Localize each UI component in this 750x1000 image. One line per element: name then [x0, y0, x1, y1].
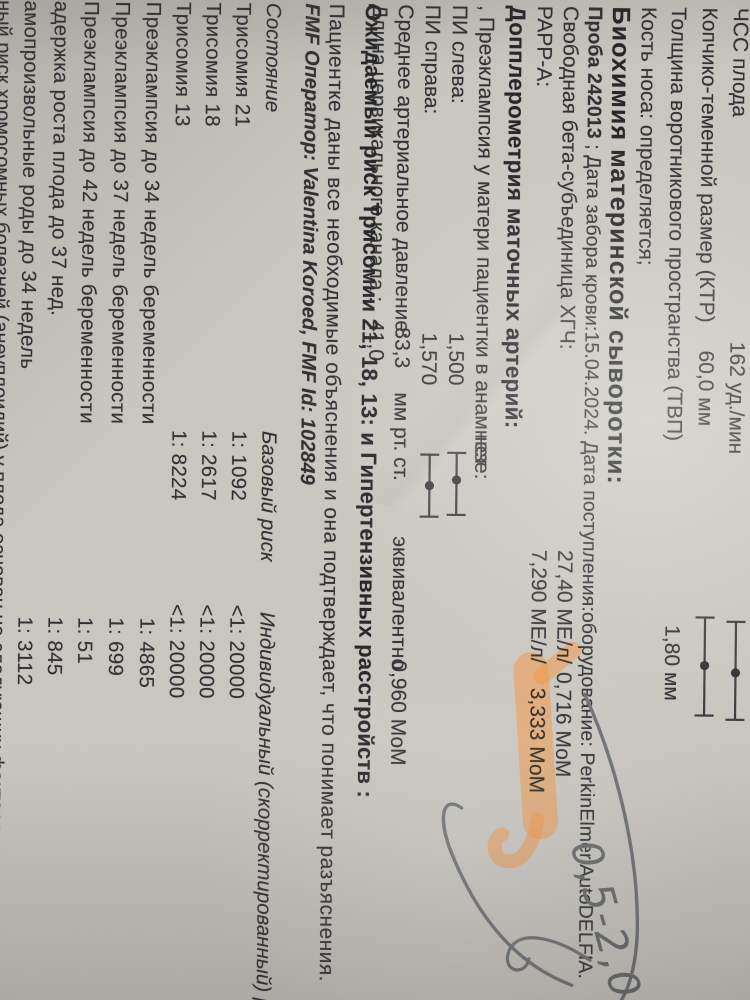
pi-right-value: 1,570	[416, 332, 441, 386]
pi-right-label: ПИ справа:	[419, 4, 444, 115]
risk-table-row: Трисомия 13 1: 8224 <1: 20000	[161, 0, 195, 1000]
risk-individual: 1: 845	[42, 616, 67, 676]
anamnesis-value: нет	[470, 434, 494, 467]
column-individual-risk: Индивидуальный (скорректированный) риск	[251, 611, 279, 1000]
fetal-hr-value: 162 уд./мин	[724, 341, 749, 455]
column-state: Состояние	[260, 2, 285, 113]
doppler-header-text: Допплерометрия маточных артерий:	[500, 5, 530, 429]
fetal-crl-label: Копчико-теменной размер (КТР)	[694, 7, 721, 323]
fetal-nt-value: 1,80 мм	[659, 625, 684, 701]
fetal-crl-value: 60,0 мм	[693, 350, 718, 427]
papp-label: PAPP-A:	[532, 5, 556, 88]
risk-state: Трисомия 13	[170, 1, 195, 127]
risk-base: 1: 1092	[226, 430, 251, 502]
risk-individual: 1: 51	[73, 616, 97, 665]
range-marker-icon	[419, 453, 440, 518]
risk-table-header: Состояние Базовый риск Индивидуальный (с…	[251, 0, 285, 1000]
risk-base: 1: 2617	[196, 430, 221, 501]
risk-table-row: амопроизвольные роды до 34 недель 1: 3112	[9, 0, 43, 1000]
line-fetal-nt: Толщина воротникового пространства (ТВП)…	[655, 3, 690, 1000]
map-equiv-label: эквивалентно	[387, 536, 412, 671]
papp-mom-value: 3,333 МоМ	[524, 687, 549, 794]
anamnesis-label: , Преэклампсия у матери пациентки в анам…	[470, 5, 498, 480]
risk-state: Трисомия 18	[200, 2, 225, 128]
risk-individual: 1: 699	[103, 617, 128, 677]
risk-table-row: Преэклампсия до 34 недель беременности 1:…	[131, 0, 165, 1000]
range-marker-icon	[446, 451, 467, 517]
risk-table-row: Преэклампсия до 37 недель беременности 1:…	[100, 0, 134, 1000]
risk-individual: <1: 20000	[164, 603, 189, 699]
pi-left-value: 1,500	[443, 332, 468, 386]
risk-base: 1: 8224	[166, 429, 191, 501]
fetal-hr-label: ЧСС плода	[727, 7, 750, 118]
pi-left-label: ПИ слева:	[446, 4, 471, 104]
risk-individual: 1: 3112	[12, 616, 37, 686]
risk-state: Преэклампсия до 42 недель беременности	[75, 0, 103, 425]
range-marker-icon	[694, 616, 715, 717]
risk-individual: <1: 20000	[224, 604, 249, 700]
risk-table-row: Трисомия 21 1: 1092 <1: 20000	[221, 0, 255, 1000]
risk-state: Трисомия 21	[230, 2, 255, 128]
risk-state: Преэклампсия до 34 недель беременности	[137, 1, 165, 425]
sample-id: Проба 242013	[582, 6, 606, 139]
map-mom-value: 0,960 МоМ	[386, 660, 411, 766]
risk-individual: <1: 20000	[194, 604, 219, 699]
risk-state: адержка роста плода до 37 нед.	[46, 0, 73, 317]
line-fetal-crl: Копчико-теменной размер (КТР) 60,0 мм	[686, 3, 721, 1000]
range-marker-icon	[725, 620, 746, 722]
biochemistry-header-text: Биохимия материнской сыворотки:	[601, 6, 635, 486]
hcg-label: Свободная бета-субъединица ХГЧ:	[555, 5, 582, 350]
risk-state: Преэклампсия до 37 недель беременности	[106, 1, 134, 425]
risk-table-row: Преэклампсия до 42 недель беременности 1:…	[69, 0, 103, 1000]
map-unit: мм рт. ст.	[388, 392, 413, 481]
nasal-bone-text: Кость носа: определяется;	[634, 6, 660, 266]
column-base-risk: Базовый риск	[256, 430, 281, 562]
risk-state: амопроизвольные роды до 34 недель	[16, 0, 43, 370]
papp-value: 7,290 МЕ/л/	[526, 549, 551, 664]
fetal-nt-label: Толщина воротникового пространства (ТВП)	[662, 7, 690, 442]
map-value: 83,3	[390, 327, 414, 369]
risk-table-row: Трисомия 18 1: 2617 <1: 20000	[191, 0, 225, 1000]
hcg-mom-value: 0,716 МоМ	[550, 671, 575, 778]
risk-individual: 1: 4865	[134, 617, 159, 689]
risk-table-row: адержка роста плода до 37 нед. 1: 845	[39, 0, 73, 1000]
hcg-value: 27,40 МЕ/л/	[552, 549, 577, 664]
map-label: Среднее артериальное давление:	[390, 4, 417, 339]
